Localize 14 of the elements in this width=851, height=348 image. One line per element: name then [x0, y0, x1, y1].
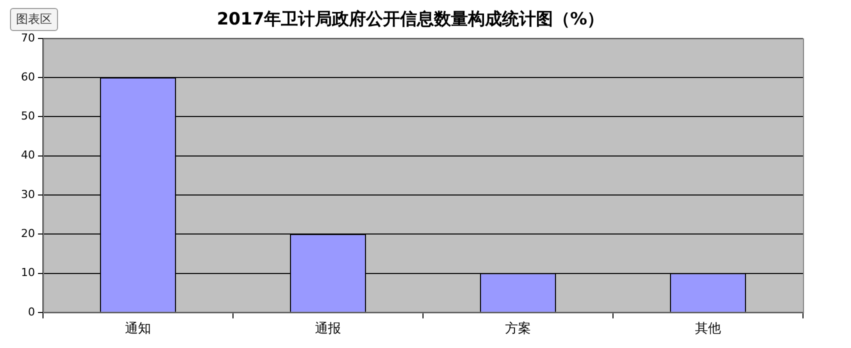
- text: 图表区: [10, 8, 58, 31]
- y-tick-label: 10: [20, 266, 35, 280]
- y-tick-label: 50: [20, 110, 35, 123]
- chart-title: 2017年卫计局政府公开信息数量构成统计图（%）: [216, 10, 604, 30]
- y-tick-label: 20: [20, 226, 35, 240]
- x-tick-label: 其他: [695, 322, 721, 337]
- x-tick-label: 方案: [505, 320, 531, 337]
- y-tick-label: 70: [20, 31, 35, 44]
- y-tick-label: 60: [20, 70, 35, 84]
- x-tick-label: 通知: [124, 322, 151, 337]
- x-tick-label: 通报: [315, 322, 341, 337]
- y-tick-label: 30: [20, 188, 35, 201]
- y-tick-label: 0: [28, 305, 35, 318]
- y-tick-label: 40: [20, 148, 35, 162]
